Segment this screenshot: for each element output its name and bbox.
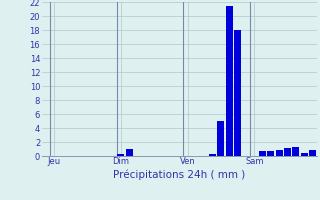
X-axis label: Précipitations 24h ( mm ): Précipitations 24h ( mm ) xyxy=(113,169,245,180)
Bar xyxy=(276,150,283,156)
Bar xyxy=(268,151,275,156)
Bar xyxy=(259,151,266,156)
Bar xyxy=(117,154,124,156)
Bar xyxy=(217,121,224,156)
Bar xyxy=(234,30,241,156)
Bar xyxy=(126,149,133,156)
Bar xyxy=(309,150,316,156)
Bar xyxy=(226,5,233,156)
Bar xyxy=(292,147,300,156)
Bar xyxy=(284,148,291,156)
Bar xyxy=(301,153,308,156)
Bar xyxy=(209,154,216,156)
